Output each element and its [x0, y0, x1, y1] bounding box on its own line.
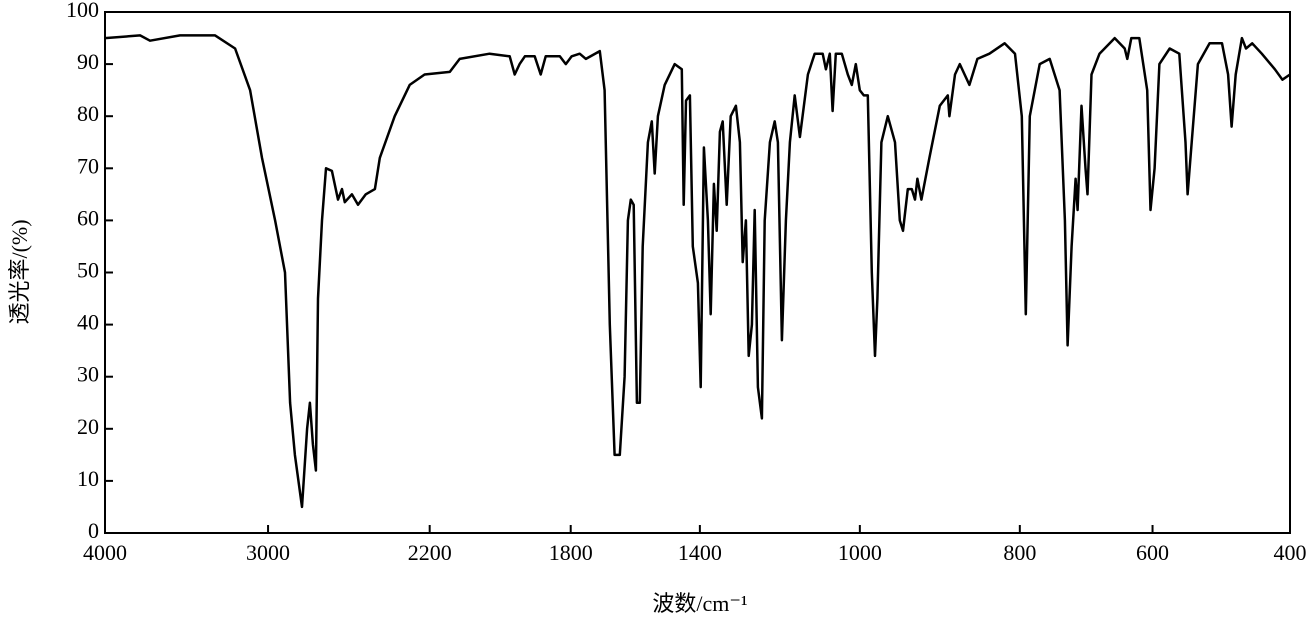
x-tick-label: 800: [1003, 540, 1036, 565]
y-tick-label: 0: [88, 518, 99, 543]
y-tick-label: 100: [66, 0, 99, 22]
y-tick-label: 40: [77, 310, 99, 335]
y-tick-label: 10: [77, 466, 99, 491]
y-tick-label: 90: [77, 49, 99, 74]
x-tick-label: 1000: [838, 540, 882, 565]
y-tick-label: 20: [77, 414, 99, 439]
x-tick-label: 2200: [408, 540, 452, 565]
x-tick-label: 3000: [246, 540, 290, 565]
x-tick-label: 1400: [678, 540, 722, 565]
x-tick-label: 4000: [83, 540, 127, 565]
y-axis-label: 透光率/(%): [7, 219, 32, 324]
y-tick-label: 80: [77, 101, 99, 126]
spectrum-line: [104, 34, 1291, 509]
x-tick-label: 1800: [549, 540, 593, 565]
x-axis-label: 波数/cm⁻¹: [652, 591, 747, 616]
y-tick-label: 30: [77, 362, 99, 387]
y-tick-label: 50: [77, 258, 99, 283]
x-tick-label: 400: [1274, 540, 1307, 565]
y-tick-label: 70: [77, 153, 99, 178]
y-tick-label: 60: [77, 205, 99, 230]
x-tick-label: 600: [1136, 540, 1169, 565]
